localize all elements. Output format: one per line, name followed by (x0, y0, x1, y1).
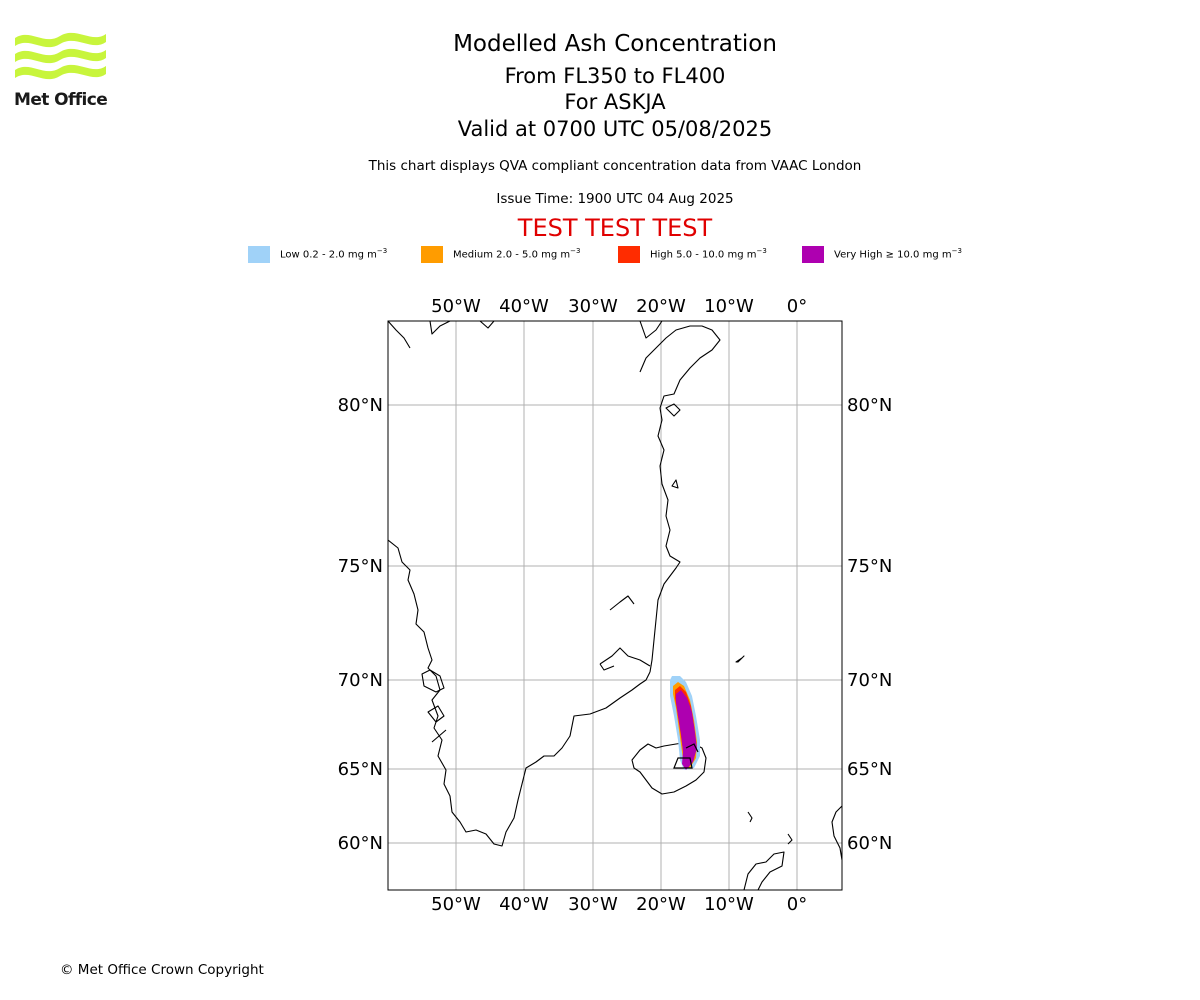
lat-tick-right-70n: 70°N (847, 670, 892, 691)
lat-tick-right-65n: 65°N (847, 759, 892, 780)
small-island-2 (671, 479, 679, 489)
shetland-islands (787, 833, 793, 845)
lat-tick-left-70n: 70°N (338, 670, 383, 691)
lon-tick-top-0: 0° (787, 296, 807, 317)
legend-item-medium: Medium 2.0 - 5.0 mg m−3 (421, 244, 580, 264)
legend-swatch-low (248, 245, 270, 263)
lon-tick-bottom-40w: 40°W (499, 894, 549, 915)
legend-swatch-high (618, 245, 640, 263)
coastlines (388, 321, 842, 890)
ash-plume-very-high (676, 690, 697, 770)
norway-coast (831, 805, 842, 861)
issue-time: Issue Time: 1900 UTC 04 Aug 2025 (496, 191, 734, 207)
ash-plume (670, 676, 700, 770)
lon-tick-bottom-0: 0° (787, 894, 807, 915)
legend-item-very-high: Very High ≥ 10.0 mg m−3 (802, 244, 962, 264)
jan-mayen (735, 655, 745, 663)
greenland-west-islands (421, 669, 447, 743)
lat-tick-right-75n: 75°N (847, 556, 892, 577)
greenland-east-fjords (599, 595, 651, 671)
greenland-west-coast (388, 539, 651, 847)
lat-tick-left-60n: 60°N (338, 833, 383, 854)
lon-tick-bottom-50w: 50°W (431, 894, 481, 915)
north-coast (388, 321, 495, 349)
greenland-east-coast (639, 325, 721, 673)
legend-swatch-very-high (802, 245, 824, 263)
lat-tick-left-75n: 75°N (338, 556, 383, 577)
lon-tick-bottom-20w: 20°W (636, 894, 686, 915)
scotland-coast (743, 851, 785, 890)
chart-title: Modelled Ash Concentration (453, 31, 777, 57)
lat-tick-left-80n: 80°N (338, 395, 383, 416)
flight-level-range: From FL350 to FL400 (504, 64, 726, 88)
axis-labels: 50°W 40°W 30°W 20°W 10°W 0° 50°W 40°W 30… (338, 296, 893, 915)
test-banner: TEST TEST TEST (517, 214, 713, 242)
lat-tick-left-65n: 65°N (338, 759, 383, 780)
met-office-wave-icon (15, 32, 106, 80)
north-east-coast (639, 321, 663, 339)
lon-tick-top-10w: 10°W (704, 296, 754, 317)
legend-swatch-medium (421, 245, 443, 263)
lon-tick-top-20w: 20°W (636, 296, 686, 317)
gridlines (388, 321, 842, 890)
lon-tick-bottom-30w: 30°W (568, 894, 618, 915)
lon-tick-top-40w: 40°W (499, 296, 549, 317)
volcano-name: For ASKJA (564, 90, 666, 114)
lat-tick-right-60n: 60°N (847, 833, 892, 854)
iceland (631, 741, 707, 795)
valid-time: Valid at 0700 UTC 05/08/2025 (457, 117, 773, 141)
copyright-notice: © Met Office Crown Copyright (60, 962, 264, 978)
ash-plume-outline (673, 743, 699, 769)
legend-item-low: Low 0.2 - 2.0 mg m−3 (248, 244, 387, 264)
lat-tick-right-80n: 80°N (847, 395, 892, 416)
lon-tick-top-50w: 50°W (431, 296, 481, 317)
lon-tick-top-30w: 30°W (568, 296, 618, 317)
lon-tick-bottom-10w: 10°W (704, 894, 754, 915)
faroe-islands (747, 811, 753, 823)
logo-text: Met Office (14, 90, 108, 110)
legend-item-high: High 5.0 - 10.0 mg m−3 (618, 244, 767, 264)
met-office-logo: Met Office (14, 30, 108, 112)
small-island-1 (665, 403, 681, 417)
map-frame (387, 320, 843, 891)
chart-description: This chart displays QVA compliant concen… (368, 158, 862, 174)
legend: Low 0.2 - 2.0 mg m−3 Medium 2.0 - 5.0 mg… (0, 244, 1200, 264)
